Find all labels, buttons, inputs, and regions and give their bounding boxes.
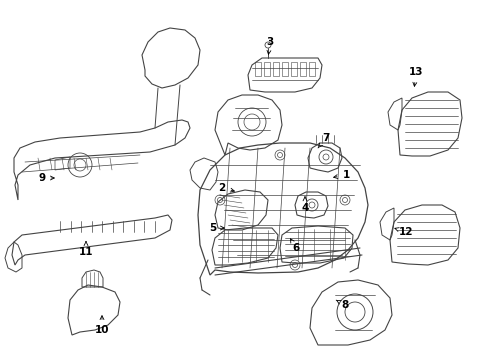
Text: 4: 4 xyxy=(301,197,309,213)
Text: 9: 9 xyxy=(38,173,54,183)
Text: 1: 1 xyxy=(334,170,350,180)
Text: 3: 3 xyxy=(267,37,273,54)
Text: 6: 6 xyxy=(291,239,299,253)
Text: 12: 12 xyxy=(395,227,413,237)
Text: 11: 11 xyxy=(79,241,93,257)
Text: 2: 2 xyxy=(219,183,234,193)
Text: 8: 8 xyxy=(336,300,348,310)
Text: 10: 10 xyxy=(95,316,109,335)
Text: 7: 7 xyxy=(318,133,330,148)
Text: 13: 13 xyxy=(409,67,423,86)
Text: 5: 5 xyxy=(209,223,224,233)
